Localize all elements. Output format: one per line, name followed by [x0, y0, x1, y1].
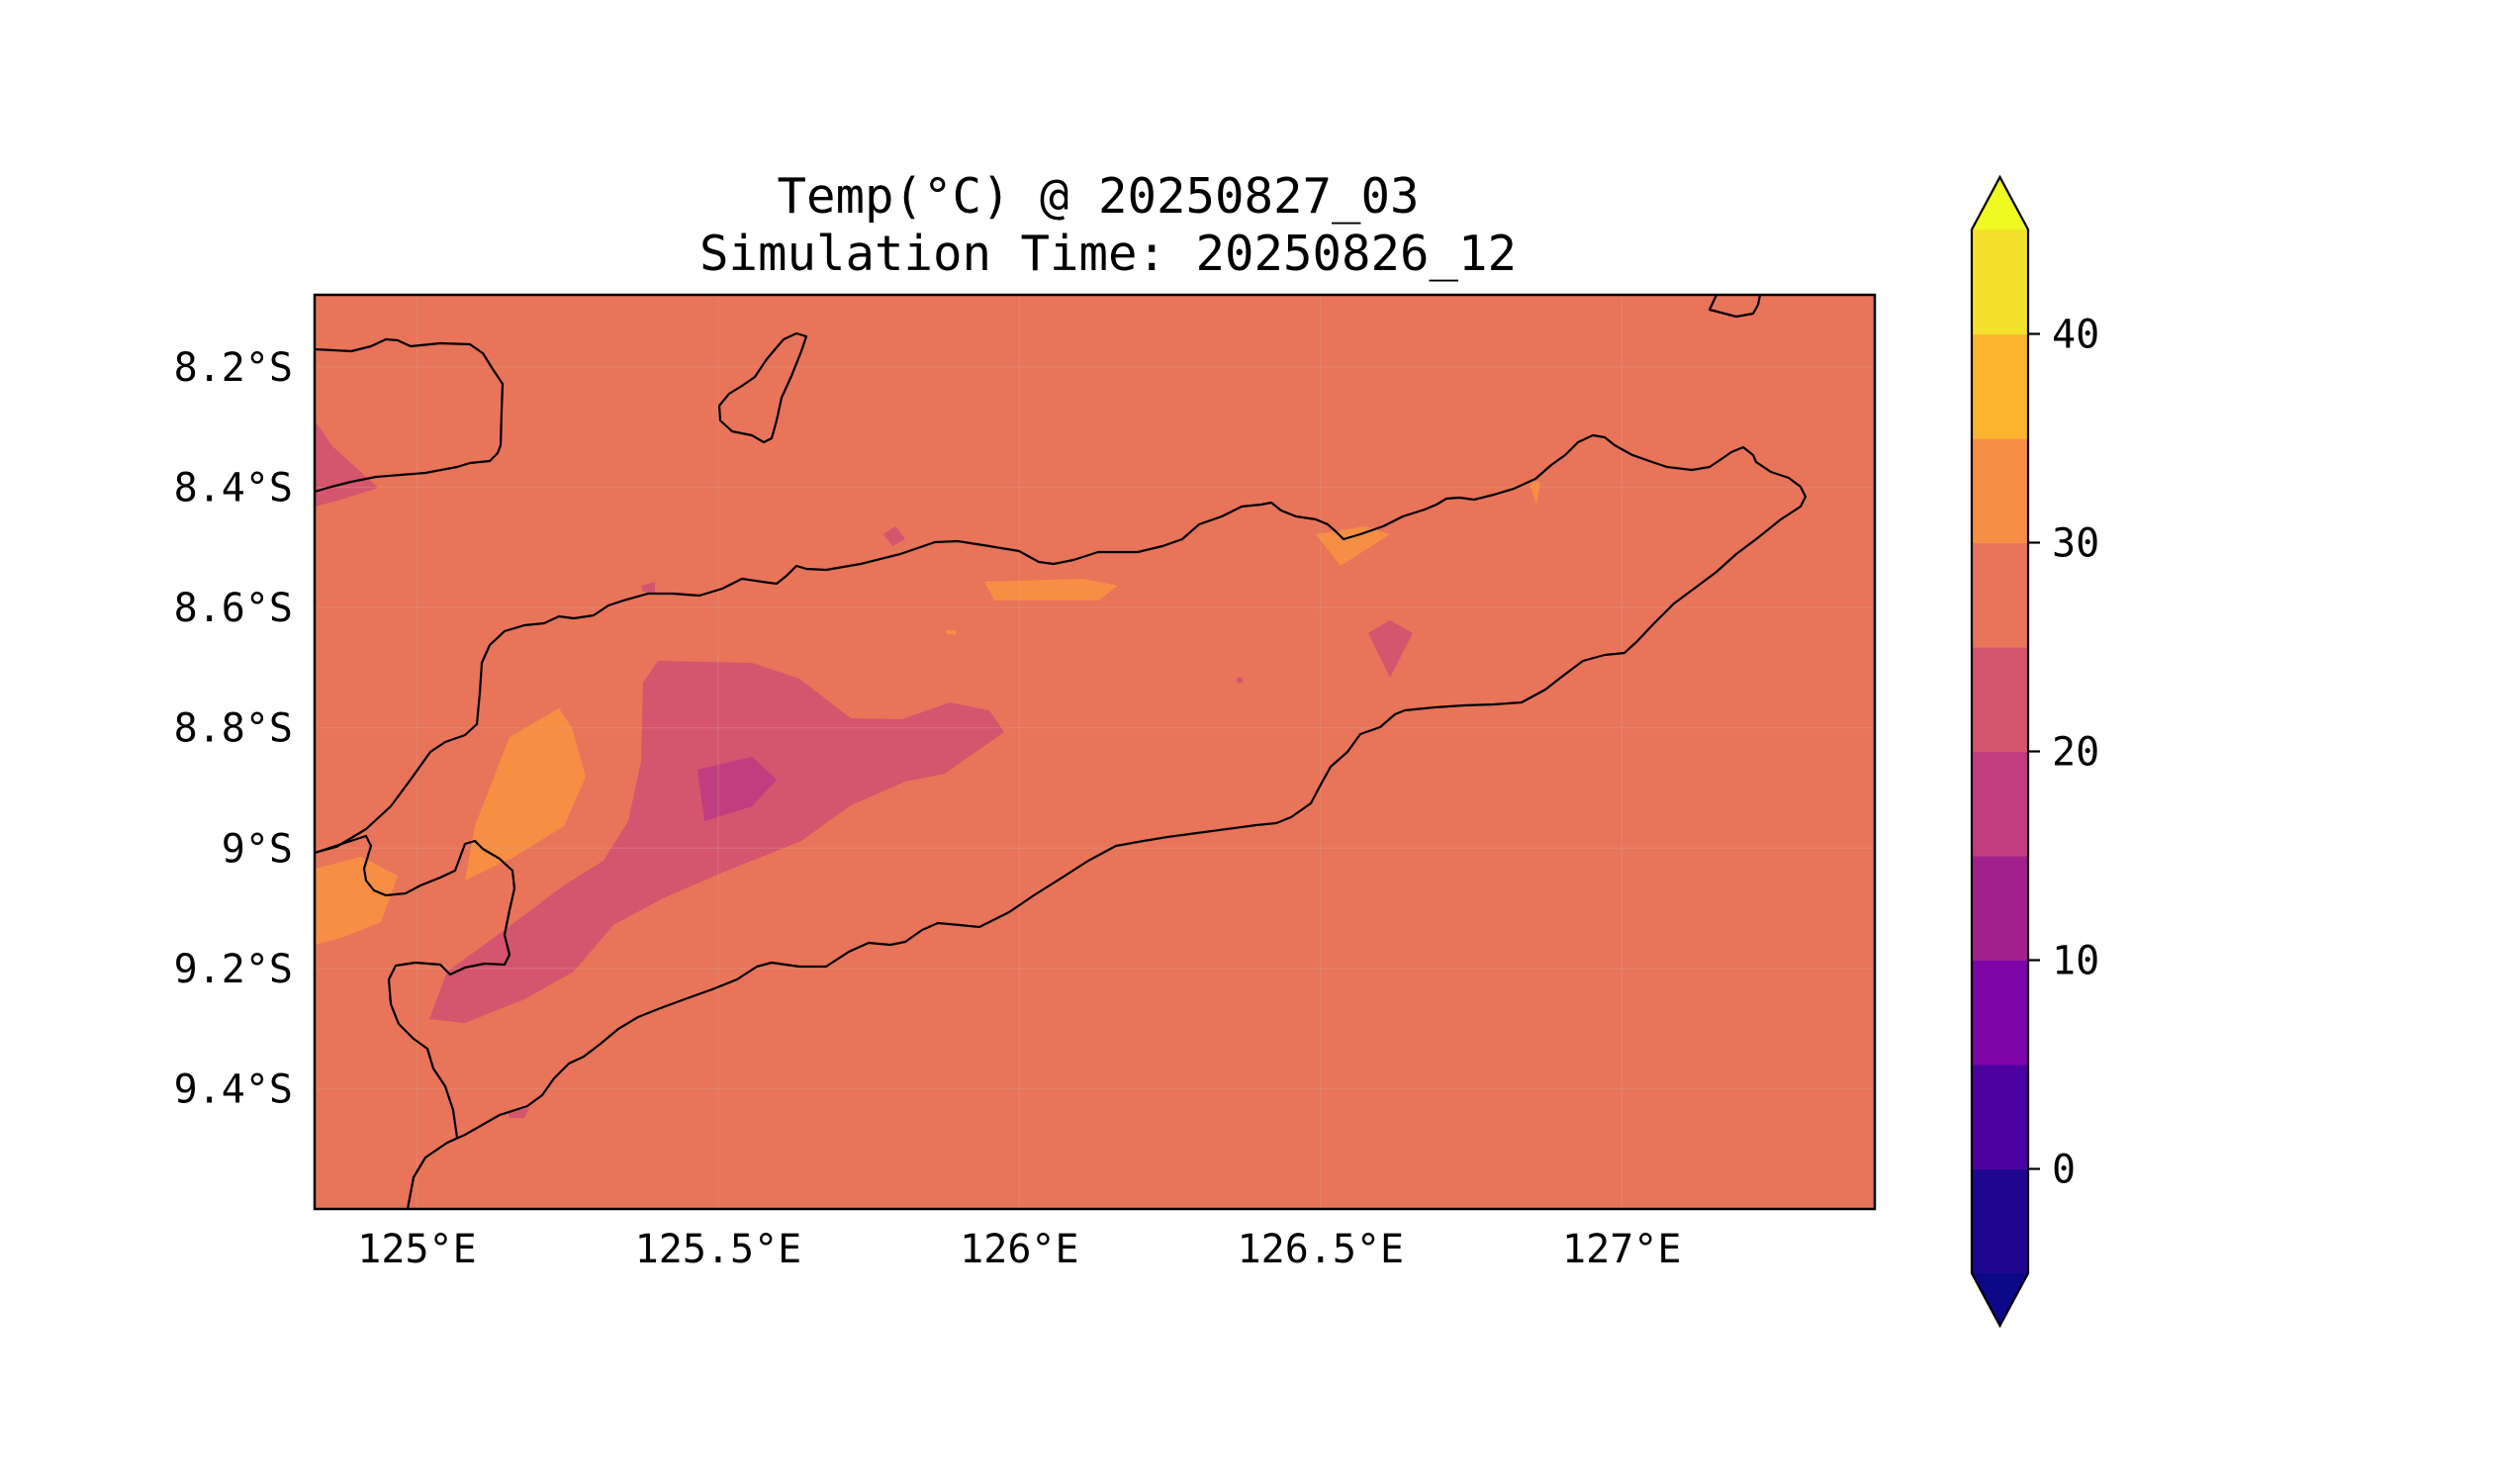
colorbar-tick-label: 10 — [2052, 939, 2099, 984]
coastlines — [315, 295, 1808, 1209]
y-tick-label: 8.6°S — [174, 586, 293, 631]
title-line-2: Simulation Time: 20250826_12 — [699, 226, 1517, 282]
y-tick-label: 8.4°S — [174, 466, 293, 511]
field-region-20-25 — [508, 1108, 529, 1118]
y-tick-label: 8.2°S — [174, 345, 293, 391]
colorbar-segment — [1972, 230, 2028, 335]
field-region-30-35 — [984, 579, 1118, 601]
y-axis-ticks: 8.2°S 8.4°S 8.6°S 8.8°S 9°S 9.2°S 9.4°S — [174, 345, 293, 1112]
field-region-20-25 — [641, 582, 655, 594]
colorbar-tick-label: 30 — [2052, 521, 2099, 567]
x-tick-label: 125.5°E — [635, 1227, 802, 1272]
map-frame — [313, 293, 1877, 1211]
colorbar-tick-label: 0 — [2052, 1148, 2076, 1193]
colorbar-segment — [1972, 856, 2028, 962]
colorbar-segment — [1972, 542, 2028, 648]
field-region-20-25 — [1368, 620, 1413, 678]
field-region-30-35 — [945, 630, 956, 635]
y-tick-label: 9°S — [222, 826, 293, 872]
colorbar-segment — [1972, 647, 2028, 753]
colorbar: 0 10 20 30 40 — [1970, 174, 2099, 1329]
y-tick-label: 9.4°S — [174, 1067, 293, 1112]
field-region-20-25 — [315, 420, 378, 507]
field-region-20-25 — [883, 526, 905, 546]
x-tick-label: 126.5°E — [1238, 1227, 1405, 1272]
colorbar-segment — [1972, 960, 2028, 1066]
x-tick-label: 126°E — [960, 1227, 1078, 1272]
y-tick-label: 8.8°S — [174, 706, 293, 752]
x-axis-ticks: 125°E 125.5°E 126°E 126.5°E 127°E — [357, 1227, 1681, 1272]
colorbar-over-triangle — [1972, 177, 2028, 230]
gridlines — [315, 295, 1875, 1209]
coastline-timor — [315, 433, 1808, 1209]
field-region-15-20 — [697, 757, 777, 821]
colorbar-tick-label: 40 — [2052, 313, 2099, 358]
x-tick-label: 127°E — [1562, 1227, 1681, 1272]
coastline-wetar — [1708, 295, 1762, 319]
colorbar-tick-label: 20 — [2052, 730, 2099, 776]
temperature-map — [315, 295, 1875, 1209]
coastline-alor — [315, 337, 505, 494]
colorbar-segment — [1972, 1065, 2028, 1170]
title-line-1: Temp(°C) @ 20250827_03 — [777, 168, 1419, 225]
field-region-30-35 — [465, 708, 586, 881]
field-region-20-25 — [429, 661, 1004, 1023]
colorbar-segment — [1972, 1168, 2028, 1274]
field-region-30-35 — [315, 857, 398, 945]
field-region-30-35 — [1316, 526, 1390, 566]
colorbar-segment — [1972, 438, 2028, 544]
colorbar-outline — [1970, 174, 2030, 1329]
field-region-30-35 — [1529, 480, 1540, 505]
colorbar-segment — [1972, 333, 2028, 439]
colorbar-under-triangle — [1972, 1273, 2028, 1326]
colorbar-segment — [1972, 751, 2028, 857]
coastline-oecusse-border — [315, 834, 516, 1139]
x-tick-label: 125°E — [357, 1227, 476, 1272]
coastline-atauro — [717, 331, 808, 444]
y-tick-label: 9.2°S — [174, 947, 293, 992]
field-region-20-25 — [1237, 678, 1243, 683]
